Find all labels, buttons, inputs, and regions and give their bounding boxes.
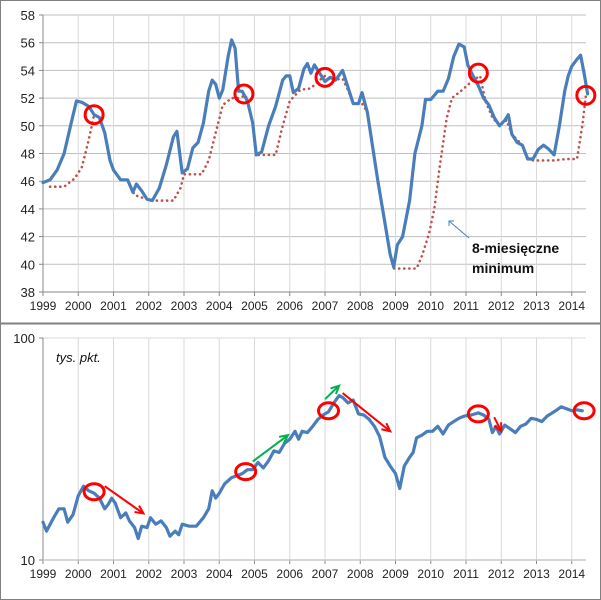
trend-arrowhead-red <box>134 505 146 515</box>
trend-arrowhead-green <box>330 384 341 395</box>
highlight-circle <box>234 462 258 482</box>
annotation-arrow <box>448 220 470 239</box>
bottom-x-tick-label: 2005 <box>241 567 268 581</box>
trend-arrowhead-red <box>381 422 393 433</box>
bottom-x-tick-label: 2010 <box>417 567 444 581</box>
top-y-tick-label: 46 <box>21 174 35 189</box>
top-y-tick-label: 42 <box>21 230 35 245</box>
bottom-x-tick-label: 2002 <box>135 567 162 581</box>
top-x-tick-label: 2000 <box>65 299 92 313</box>
highlight-circle <box>572 401 596 421</box>
top-x-tick-label: 2006 <box>276 299 303 313</box>
bottom-series <box>41 394 584 541</box>
bottom-x-tick-label: 2006 <box>276 567 303 581</box>
series-line-main <box>41 38 590 269</box>
trend-arrow-green <box>252 434 289 463</box>
top-y-tick-label: 56 <box>21 36 35 51</box>
top-x-tick-label: 1999 <box>30 299 57 313</box>
top-y-tick-label: 54 <box>21 63 35 78</box>
top-x-tick-label: 2013 <box>523 299 550 313</box>
annotation-line1: 8-miesięczne <box>472 240 559 256</box>
top-markers <box>83 62 597 126</box>
top-x-tick-label: 2008 <box>347 299 374 313</box>
annotation: 8-miesięczne minimum <box>448 220 559 276</box>
bottom-unit-label: tys. pkt. <box>56 350 101 365</box>
bottom-y-tick-label: 100 <box>13 331 35 346</box>
highlight-circle <box>467 62 489 84</box>
top-y-tick-label: 48 <box>21 147 35 162</box>
top-x-tick-label: 2009 <box>382 299 409 313</box>
top-x-tick-label: 2001 <box>100 299 127 313</box>
highlight-circle <box>314 66 336 88</box>
top-x-tick-label: 2003 <box>171 299 198 313</box>
top-x-tick-label: 2007 <box>312 299 339 313</box>
bottom-x-tick-label: 2011 <box>453 567 479 581</box>
bottom-x-tick-label: 2008 <box>347 567 374 581</box>
top-y-tick-label: 40 <box>21 257 35 272</box>
top-x-tick-label: 2002 <box>135 299 162 313</box>
highlight-circle <box>575 84 597 106</box>
top-x-tick-label: 2005 <box>241 299 268 313</box>
bottom-x-tick-label: 2000 <box>65 567 92 581</box>
bottom-x-tick-label: 2003 <box>171 567 198 581</box>
top-y-tick-label: 58 <box>21 8 35 23</box>
bottom-x-tick-label: 2009 <box>382 567 409 581</box>
top-series <box>41 38 590 270</box>
trend-arrow-red <box>104 485 145 515</box>
bottom-arrows <box>104 384 503 515</box>
trend-arrowhead-green <box>278 433 290 444</box>
highlight-circle <box>317 401 341 421</box>
top-y-tick-label: 38 <box>21 285 35 300</box>
top-y-tick-label: 50 <box>21 119 35 134</box>
top-y-tick-label: 44 <box>21 202 35 217</box>
top-y-tick-label: 52 <box>21 91 35 106</box>
bottom-y-tick-label: 10 <box>21 553 35 568</box>
bottom-x-tick-label: 2007 <box>312 567 339 581</box>
trend-arrowhead-red <box>493 422 503 434</box>
bottom-axes: 10 100 1999 2000 2001 2002 2003 2004 2005 2006 200… <box>13 331 586 581</box>
bottom-x-tick-label: 2013 <box>523 567 550 581</box>
highlight-circle <box>466 404 490 424</box>
bottom-x-tick-label: 2004 <box>206 567 233 581</box>
highlight-circle <box>83 104 105 126</box>
bottom-x-tick-label: 2012 <box>488 567 515 581</box>
top-x-tick-label: 2004 <box>206 299 233 313</box>
series-line-index <box>41 394 584 541</box>
trend-arrow-red <box>341 392 391 433</box>
bottom-markers <box>82 401 596 502</box>
bottom-x-tick-label: 1999 <box>30 567 57 581</box>
trend-arrow-green <box>324 384 340 400</box>
highlight-circle <box>233 83 255 105</box>
top-x-tick-label: 2010 <box>417 299 444 313</box>
top-x-tick-label: 2012 <box>488 299 515 313</box>
bottom-x-tick-label: 2014 <box>558 567 585 581</box>
annotation-line2: minimum <box>472 260 534 276</box>
highlight-circle <box>82 482 106 502</box>
trend-arrow-red <box>493 416 503 432</box>
top-x-tick-label: 2014 <box>558 299 585 313</box>
top-axes: 38 40 42 44 46 48 50 52 54 56 58 1999 2000 2001 2002 20… <box>21 8 586 313</box>
top-x-tick-label: 2011 <box>453 299 479 313</box>
annotation-arrowhead <box>448 220 454 226</box>
bottom-x-tick-label: 2001 <box>100 567 127 581</box>
bottom-gridlines <box>43 337 586 560</box>
